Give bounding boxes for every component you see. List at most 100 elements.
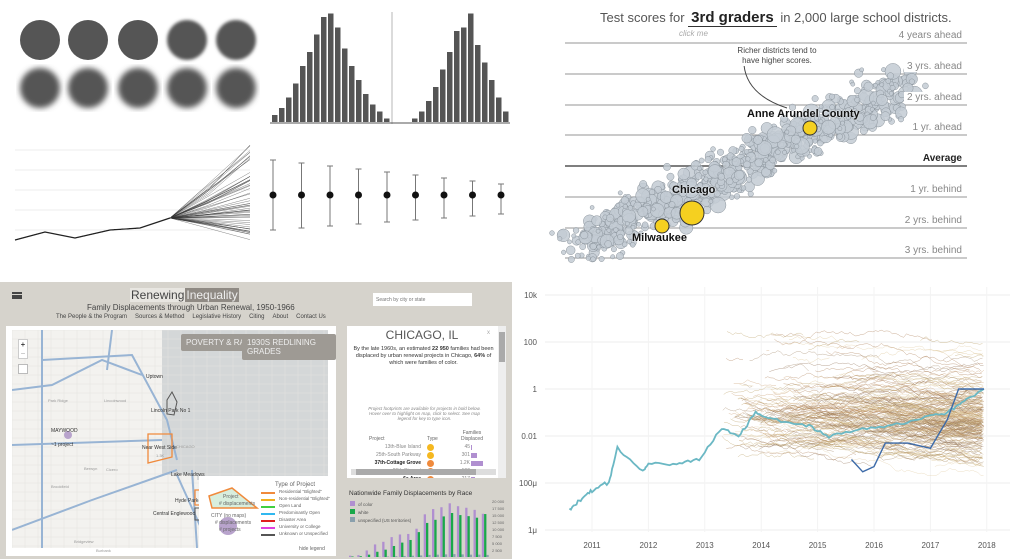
altcoin-line bbox=[906, 411, 984, 419]
map-place-label: Berwyn bbox=[84, 466, 98, 471]
altcoin-line bbox=[893, 418, 982, 432]
district-point bbox=[620, 196, 629, 205]
close-button[interactable]: x bbox=[487, 330, 490, 336]
level-label: 2 yrs. ahead bbox=[903, 92, 962, 103]
district-point bbox=[637, 206, 649, 218]
district-point bbox=[685, 186, 691, 191]
nav-link[interactable]: About bbox=[272, 314, 289, 320]
zoom-control: + − bbox=[18, 339, 28, 359]
district-point bbox=[590, 256, 596, 262]
project-name[interactable]: 37th-Cottage Grove bbox=[374, 460, 421, 466]
altcoin-line bbox=[744, 388, 982, 411]
race-bar bbox=[461, 554, 464, 557]
histogram-bar bbox=[384, 118, 390, 122]
altcoin-line bbox=[726, 443, 857, 461]
district-point bbox=[604, 240, 612, 248]
circle-sharp bbox=[68, 20, 108, 60]
zoom-in-button[interactable]: + bbox=[20, 340, 26, 349]
poverty-race-button[interactable]: POVERTY & RACE bbox=[181, 334, 261, 351]
race-bar bbox=[428, 554, 431, 557]
altcoin-line bbox=[834, 374, 982, 396]
race-ytick: 12 500 bbox=[492, 520, 505, 525]
title-renewing: Renewing bbox=[130, 288, 186, 302]
altcoin-line bbox=[739, 383, 754, 387]
race-bar bbox=[486, 554, 489, 557]
project-name[interactable]: 25th-South Parkway bbox=[375, 452, 421, 458]
race-legend-swatch bbox=[350, 517, 355, 522]
x-tick-label: 2013 bbox=[696, 541, 714, 550]
map-panel[interactable]: POVERTY & RACE 1930S REDLINING GRADES + … bbox=[6, 326, 336, 556]
histogram-bar bbox=[356, 80, 362, 122]
project-type-icon bbox=[427, 476, 434, 478]
altcoin-line bbox=[935, 349, 984, 357]
district-point bbox=[595, 228, 601, 234]
us-map-icon[interactable] bbox=[18, 364, 28, 374]
legend-project-shape bbox=[208, 487, 260, 509]
altcoin-line bbox=[724, 422, 798, 436]
district-point bbox=[630, 224, 636, 230]
x-tick-label: 2015 bbox=[809, 541, 827, 550]
y-tick-label: 1 bbox=[533, 385, 538, 394]
legend-item: Unknown or Unspecified bbox=[279, 531, 328, 536]
horizontal-scrollbar[interactable] bbox=[351, 469, 496, 475]
altcoin-line bbox=[744, 403, 815, 414]
y-tick-label: 10k bbox=[524, 291, 538, 300]
nav-link[interactable]: Contact Us bbox=[296, 314, 326, 320]
altcoin-line bbox=[771, 329, 932, 341]
zoom-out-button[interactable]: − bbox=[20, 349, 26, 358]
district-point bbox=[703, 176, 709, 182]
search-input[interactable] bbox=[373, 293, 472, 306]
histogram-bar bbox=[426, 101, 432, 122]
altcoin-line bbox=[737, 392, 944, 404]
fan-line bbox=[14, 176, 251, 241]
nav-link[interactable]: Sources & Method bbox=[135, 314, 185, 320]
nav-link[interactable]: Citing bbox=[249, 314, 265, 320]
x-tick-label: 2014 bbox=[752, 541, 770, 550]
fan-line bbox=[14, 156, 251, 241]
highlight-label: Chicago bbox=[672, 184, 716, 196]
nav-link[interactable]: Legislative History bbox=[192, 314, 242, 320]
race-bar bbox=[444, 554, 448, 557]
grade-selector[interactable]: 3rd graders bbox=[688, 9, 777, 27]
altcoin-line bbox=[939, 392, 983, 401]
highlight-point bbox=[679, 200, 705, 226]
circle-blurred bbox=[216, 68, 256, 108]
col-type: Type bbox=[427, 436, 438, 442]
sidebar-scrollbar[interactable] bbox=[498, 326, 506, 478]
menu-icon[interactable] bbox=[12, 292, 22, 299]
project-name[interactable]: 6a Area bbox=[349, 476, 421, 478]
altcoin-line bbox=[774, 338, 983, 369]
race-ytick: 7 500 bbox=[492, 534, 503, 539]
altcoin-line bbox=[750, 407, 982, 438]
level-label: 3 yrs. behind bbox=[901, 245, 962, 256]
redlining-button[interactable]: 1930S REDLINING GRADES bbox=[242, 334, 336, 360]
altcoin-line bbox=[877, 443, 963, 461]
level-label: 1 yr. ahead bbox=[909, 122, 962, 133]
district-point bbox=[790, 134, 801, 145]
hide-legend-button[interactable]: hide legend bbox=[299, 546, 325, 552]
race-bar bbox=[469, 554, 473, 557]
district-point bbox=[679, 188, 688, 197]
x-tick-label: 2012 bbox=[640, 541, 658, 550]
app-subtitle: Family Displacements through Urban Renew… bbox=[87, 303, 295, 312]
district-point bbox=[746, 176, 753, 183]
project-name[interactable]: 13th-Blue Island bbox=[384, 444, 421, 450]
district-point bbox=[846, 115, 851, 120]
test-scores-chart: Test scores for 3rd graders in 2,000 lar… bbox=[512, 0, 1024, 275]
legend-city-circle bbox=[219, 517, 237, 535]
circle-sharp bbox=[167, 20, 207, 60]
title-suffix: in 2,000 large school districts. bbox=[780, 10, 952, 25]
nav-link[interactable]: The People & the Program bbox=[56, 314, 128, 320]
district-point bbox=[725, 177, 734, 186]
title-prefix: Test scores for bbox=[600, 10, 685, 25]
altcoin-line bbox=[878, 400, 984, 422]
district-point bbox=[571, 233, 577, 239]
district-point bbox=[811, 95, 819, 102]
map-place-label: Near West Side bbox=[142, 445, 177, 451]
district-point bbox=[702, 169, 708, 176]
altcoin-line bbox=[809, 423, 982, 439]
annotation-arrow bbox=[743, 64, 788, 109]
district-point bbox=[870, 100, 876, 106]
district-point bbox=[615, 202, 621, 208]
altcoin-line bbox=[829, 423, 853, 428]
